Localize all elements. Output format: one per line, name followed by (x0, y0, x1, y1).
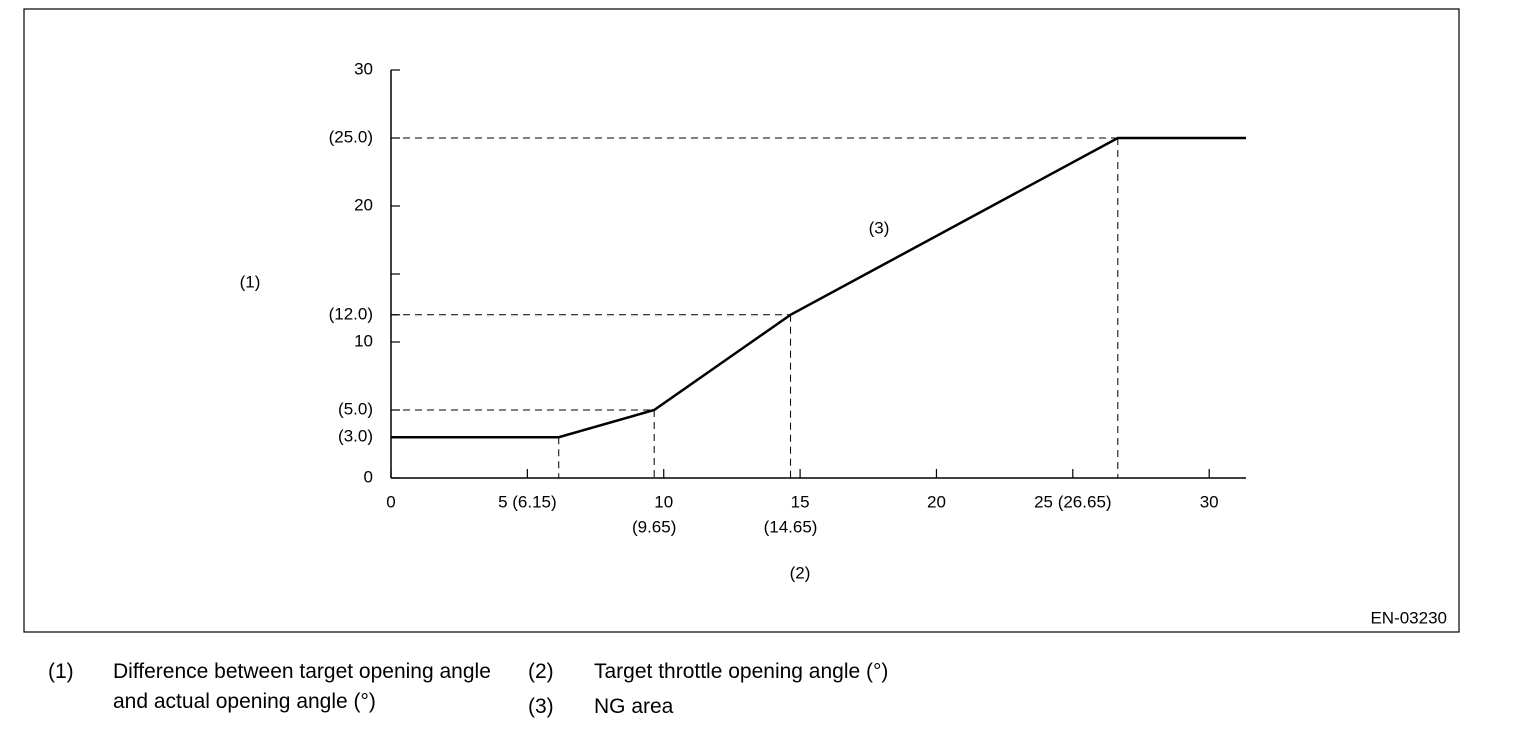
note-text: Difference between target opening angle … (113, 660, 491, 713)
area-label: (3) (869, 218, 890, 237)
note-number: (3) (528, 695, 554, 718)
x-axis-label: (2) (790, 563, 811, 582)
y-tick-label: 10 (354, 331, 373, 350)
data-line (391, 136, 1246, 439)
frame (23, 8, 1460, 633)
x-tick-label: 30 (1200, 492, 1219, 511)
x-tick-label: 0 (386, 492, 395, 511)
y-tick-label: (5.0) (338, 399, 373, 418)
y-tick-label: (25.0) (329, 127, 373, 146)
y-tick-label: 0 (364, 467, 373, 486)
y-tick-label: 20 (354, 195, 373, 214)
y-axis-label: (1) (240, 272, 261, 291)
x-tick-label: 5 (6.15) (498, 492, 557, 511)
x-annotation: (9.65) (632, 517, 676, 536)
x-annotation: (14.65) (764, 517, 818, 536)
note-text: Target throttle opening angle (°) (594, 660, 889, 683)
x-tick-label: 10 (654, 492, 673, 511)
x-tick-label: 20 (927, 492, 946, 511)
chart: (1) (2) (3) EN-03230 0 (3.0) (5.0) 10 (12.0)… (23, 8, 1460, 633)
y-tick-label: (12.0) (329, 304, 373, 323)
x-tick-label: 25 (26.65) (1034, 492, 1112, 511)
note-text: NG area (594, 695, 674, 718)
note-number: (2) (528, 660, 554, 683)
note-number: (1) (48, 660, 74, 683)
figure-id: EN-03230 (1370, 608, 1447, 627)
x-tick-label: 15 (791, 492, 810, 511)
y-tick-label: (3.0) (338, 427, 373, 446)
y-tick-label: 30 (354, 59, 373, 78)
